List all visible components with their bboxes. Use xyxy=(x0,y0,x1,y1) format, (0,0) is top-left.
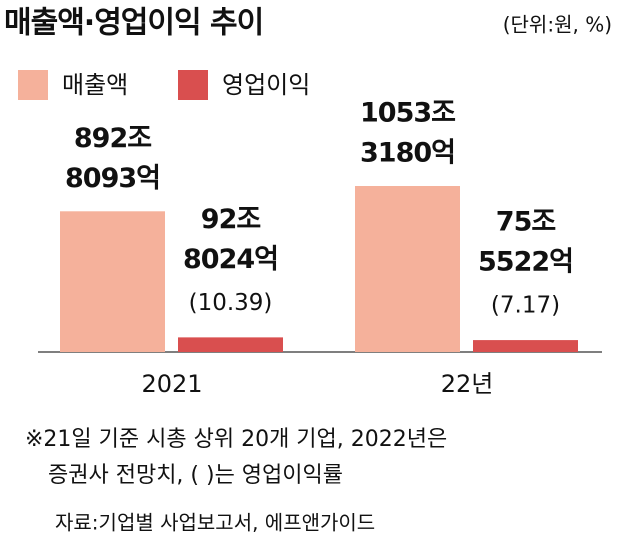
value-label: 8024억 xyxy=(183,244,278,275)
value-label: 1053조 xyxy=(360,98,455,129)
margin-label: (10.39) xyxy=(189,290,273,316)
source: 자료:기업별 사업보고서, 에프앤가이드 xyxy=(55,511,375,535)
chart-title: 매출액·영업이익 추이 xyxy=(4,6,263,41)
legend-label: 영업이익 xyxy=(222,71,310,99)
value-label: 892조 xyxy=(74,123,151,154)
value-label: 5522억 xyxy=(478,247,573,278)
bar xyxy=(178,337,283,352)
note: 증권사 전망치, ( )는 영업이익률 xyxy=(48,463,343,488)
value-label: 3180억 xyxy=(360,138,455,169)
x-tick-label: 22년 xyxy=(441,370,494,398)
bar xyxy=(473,340,578,352)
legend-label: 매출액 xyxy=(62,71,128,99)
value-label: 8093억 xyxy=(65,163,160,194)
note: ※21일 기준 시총 상위 20개 기업, 2022년은 xyxy=(25,427,447,452)
margin-label: (7.17) xyxy=(491,293,560,319)
legend-swatch xyxy=(18,70,48,100)
bar xyxy=(60,211,165,352)
legend-swatch xyxy=(178,70,208,100)
value-label: 92조 xyxy=(201,204,261,235)
bar xyxy=(355,186,460,352)
unit-note: (단위:원, %) xyxy=(503,13,612,37)
value-label: 75조 xyxy=(496,207,556,238)
x-tick-label: 2021 xyxy=(141,370,202,398)
